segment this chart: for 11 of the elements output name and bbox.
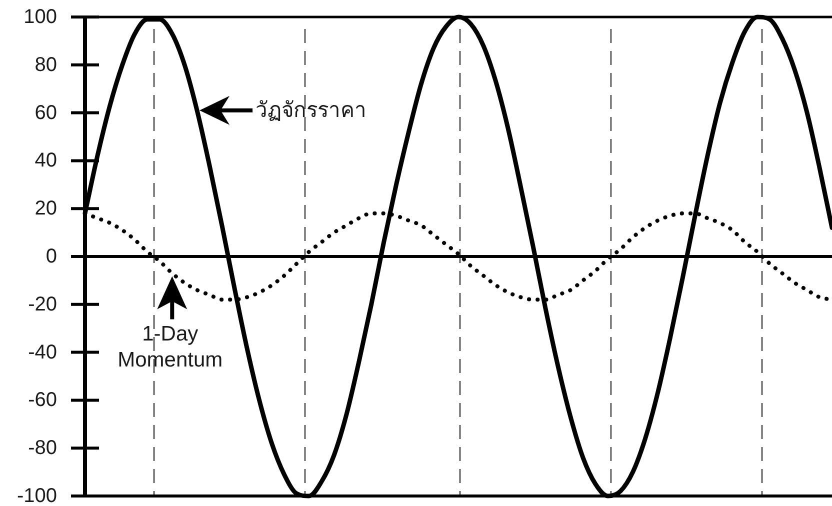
y-tick-label: -100	[16, 485, 57, 506]
y-tick-label: 0	[46, 246, 57, 268]
y-tick-label: 40	[34, 150, 57, 172]
y-tick-label: 80	[34, 54, 57, 76]
y-tick-label: -40	[28, 341, 57, 364]
y-tick-label: 60	[34, 102, 57, 124]
y-tick-label: 20	[34, 198, 57, 220]
y-tick-label: -80	[28, 437, 57, 460]
y-tick-label: -60	[28, 389, 57, 412]
y-tick-label: 100	[24, 6, 57, 28]
y-tick-label: -20	[28, 293, 57, 316]
